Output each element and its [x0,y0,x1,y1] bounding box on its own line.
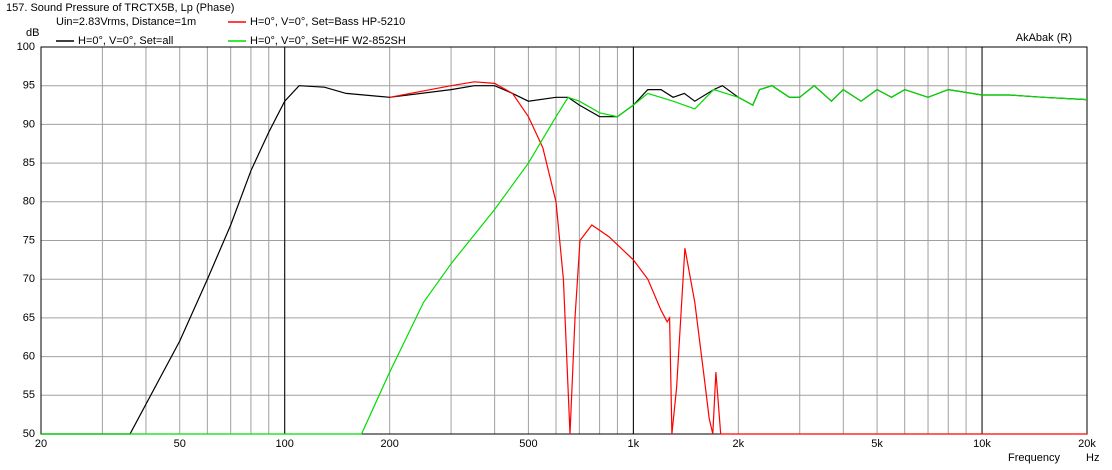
y-tick-label: 60 [23,351,35,363]
legend-label: H=0°, V=0°, Set=Bass HP-5210 [250,16,405,28]
y-tick-label: 55 [23,389,35,401]
x-tick-label: 5k [871,438,883,450]
legend-label: H=0°, V=0°, Set=all [78,35,173,47]
chart-title: 157. Sound Pressure of TRCTX5B, Lp (Phas… [6,2,234,14]
x-tick-label: 10k [973,438,991,450]
y-tick-label: 75 [23,234,35,246]
plot-frame [40,46,1088,435]
x-tick-label: 20k [1078,438,1096,450]
annotation: AkAbak (R) [1016,32,1072,44]
y-tick-label: 65 [23,312,35,324]
x-tick-label: 50 [174,438,186,450]
series-line [41,84,1088,435]
legend-label: H=0°, V=0°, Set=HF W2-852SH [250,35,406,47]
x-tick-label: 500 [519,438,537,450]
x-unit: Hz [1086,452,1099,464]
x-tick-label: 2k [733,438,745,450]
y-tick-label: 70 [23,273,35,285]
y-tick-label: 50 [23,428,35,440]
y-tick-label: 80 [23,196,35,208]
x-axis-label: Frequency [1008,452,1060,464]
series-line [41,84,1088,435]
x-tick-label: 100 [276,438,294,450]
y-axis-label: dB [26,27,39,39]
x-tick-label: 200 [380,438,398,450]
x-tick-label: 1k [628,438,640,450]
y-tick-label: 100 [17,41,35,53]
subtitle: Uin=2.83Vrms, Distance=1m [56,16,196,28]
y-tick-label: 90 [23,118,35,130]
y-tick-label: 95 [23,80,35,92]
x-tick-label: 20 [35,438,47,450]
y-tick-label: 85 [23,157,35,169]
series-line [389,81,1087,435]
